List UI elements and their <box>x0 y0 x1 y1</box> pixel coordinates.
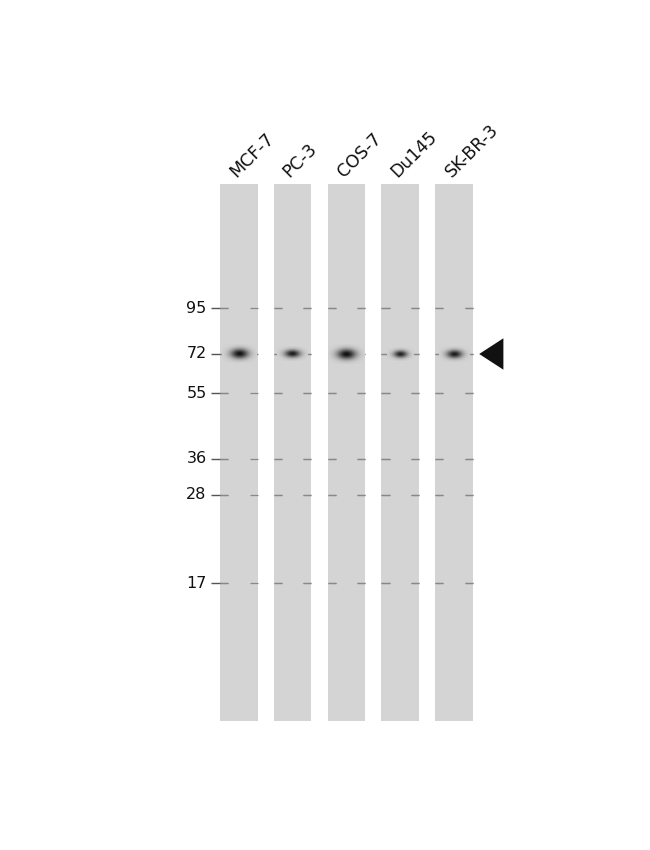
Bar <box>274 184 311 721</box>
Bar <box>382 184 419 721</box>
Text: 95: 95 <box>187 301 207 315</box>
Text: 55: 55 <box>187 386 207 400</box>
Text: PC-3: PC-3 <box>280 139 321 180</box>
Polygon shape <box>479 338 503 370</box>
Text: 72: 72 <box>187 347 207 361</box>
Text: COS-7: COS-7 <box>333 129 385 180</box>
Bar <box>328 184 365 721</box>
Text: 36: 36 <box>187 451 207 466</box>
Text: 28: 28 <box>187 487 207 502</box>
Bar <box>220 184 257 721</box>
Text: Du145: Du145 <box>387 128 441 180</box>
Text: SK-BR-3: SK-BR-3 <box>441 121 502 180</box>
Text: MCF-7: MCF-7 <box>226 129 278 180</box>
Text: 17: 17 <box>187 575 207 591</box>
Bar <box>436 184 473 721</box>
